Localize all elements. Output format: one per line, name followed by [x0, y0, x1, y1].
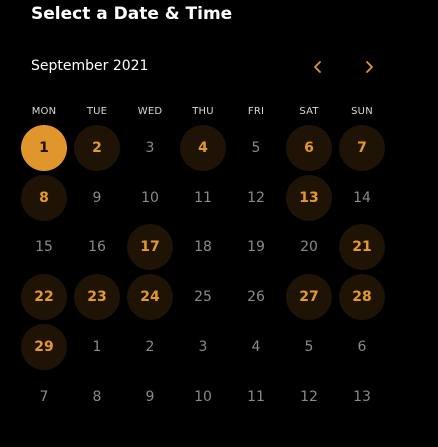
calendar-day-next-month: 2 [145, 339, 155, 355]
calendar-day-unavailable: 15 [35, 239, 53, 255]
calendar-day-unavailable: 3 [145, 140, 155, 156]
calendar-day-next-month: 9 [145, 389, 155, 405]
calendar-day-available[interactable]: 7 [339, 125, 385, 171]
calendar-day-unavailable: 9 [92, 190, 102, 206]
calendar-day-available[interactable]: 29 [21, 324, 67, 370]
chevron-left-icon [314, 61, 321, 73]
calendar-day-available[interactable]: 13 [286, 175, 332, 221]
calendar-day-unavailable: 19 [247, 239, 265, 255]
calendar-day-available[interactable]: 21 [339, 224, 385, 270]
calendar-day-next-month: 6 [357, 339, 367, 355]
weekday-label-fri: FRI [247, 106, 265, 117]
weekday-label-sun: SUN [351, 106, 373, 117]
weekday-label-tue: TUE [86, 106, 108, 117]
calendar-day-unavailable: 5 [251, 140, 261, 156]
calendar-day-available[interactable]: 6 [286, 125, 332, 171]
next-month-button[interactable] [357, 55, 381, 79]
calendar-day-available[interactable]: 4 [180, 125, 226, 171]
calendar-day-available[interactable]: 8 [21, 175, 67, 221]
calendar-day-next-month: 12 [300, 389, 318, 405]
calendar-day-unavailable: 26 [247, 289, 265, 305]
calendar-day-next-month: 10 [194, 389, 212, 405]
chevron-right-icon [366, 61, 373, 73]
calendar-day-available[interactable]: 22 [21, 274, 67, 320]
calendar-day-available[interactable]: 28 [339, 274, 385, 320]
calendar-day-unavailable: 20 [300, 239, 318, 255]
month-label: September 2021 [31, 58, 149, 74]
calendar-day-next-month: 13 [353, 389, 371, 405]
calendar-day-selected[interactable]: 1 [21, 125, 67, 171]
calendar-day-unavailable: 25 [194, 289, 212, 305]
page-title: Select a Date & Time [31, 4, 233, 24]
calendar-day-available[interactable]: 27 [286, 274, 332, 320]
calendar-day-next-month: 8 [92, 389, 102, 405]
calendar-day-unavailable: 11 [194, 190, 212, 206]
weekday-label-sat: SAT [299, 106, 319, 117]
calendar-day-unavailable: 18 [194, 239, 212, 255]
calendar-day-available[interactable]: 23 [74, 274, 120, 320]
weekday-label-mon: MON [31, 106, 57, 117]
calendar-day-next-month: 7 [39, 389, 49, 405]
weekday-label-thu: THU [192, 106, 214, 117]
calendar-day-unavailable: 14 [353, 190, 371, 206]
weekday-label-wed: WED [137, 106, 163, 117]
calendar-day-next-month: 4 [251, 339, 261, 355]
calendar-day-next-month: 3 [198, 339, 208, 355]
calendar-day-available[interactable]: 2 [74, 125, 120, 171]
calendar-day-next-month: 5 [304, 339, 314, 355]
calendar-day-unavailable: 12 [247, 190, 265, 206]
calendar-day-next-month: 1 [92, 339, 102, 355]
calendar-day-available[interactable]: 17 [127, 224, 173, 270]
calendar-day-available[interactable]: 24 [127, 274, 173, 320]
calendar-day-next-month: 11 [247, 389, 265, 405]
previous-month-button[interactable] [306, 55, 330, 79]
calendar-day-unavailable: 10 [141, 190, 159, 206]
calendar-day-unavailable: 16 [88, 239, 106, 255]
